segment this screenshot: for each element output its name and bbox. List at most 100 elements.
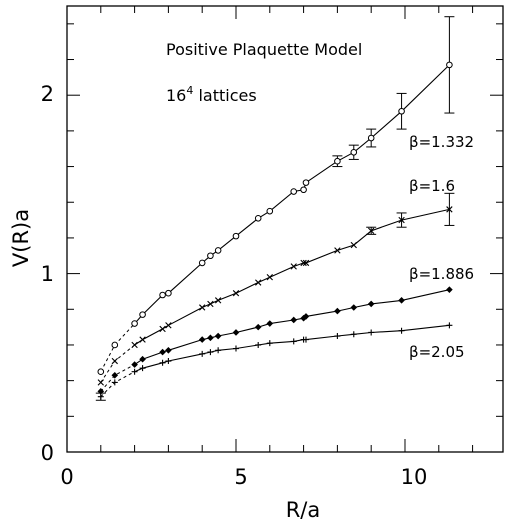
data-point-series-2-0 [97,388,105,395]
fit-solid-series-1 [134,208,450,346]
data-point-series-1-6 [199,304,206,311]
marker-diamond [207,334,214,342]
marker-diamond [266,320,274,327]
data-point-series-0-19 [444,16,455,114]
data-point-series-3-8 [215,347,222,354]
marker-plus [199,350,206,357]
data-point-series-0-10 [254,214,262,222]
annotation-lattice-size: 164 lattices [166,84,257,105]
data-points [95,16,455,401]
marker-cross [398,216,405,224]
data-point-series-3-9 [232,345,239,352]
marker-cross [97,379,104,386]
data-point-series-1-17 [366,226,377,235]
marker-cross [199,304,206,311]
marker-diamond [131,361,138,368]
marker-plus [131,368,138,375]
y-tick-label-0: 0 [41,441,54,465]
marker-cross [446,206,453,213]
marker-cross [350,241,357,249]
data-point-series-3-10 [255,341,262,348]
marker-diamond [334,307,341,315]
data-point-series-1-1 [111,357,118,365]
marker-circle [350,148,358,156]
data-point-series-1-19 [444,192,455,226]
data-point-series-1-0 [97,379,104,386]
data-point-series-3-12 [290,338,297,345]
data-point-series-2-12 [290,316,298,324]
data-point-series-2-17 [367,300,375,308]
data-point-series-3-16 [350,331,357,338]
marker-circle [159,291,166,299]
marker-circle [111,341,119,349]
plot-frame [66,5,504,453]
marker-circle [214,247,222,254]
data-point-series-0-0 [97,368,105,376]
marker-plus [255,341,262,348]
marker-plus [207,349,214,356]
marker-cross [334,247,341,254]
data-point-series-1-3 [139,336,146,343]
marker-circle [232,232,240,240]
marker-cross [302,259,310,267]
marker-circle [367,134,375,142]
data-point-series-0-11 [266,207,274,215]
marker-diamond [214,332,222,340]
marker-cross [290,263,297,270]
data-point-series-0-15 [332,155,343,168]
marker-circle [300,186,307,194]
marker-plus [139,365,146,372]
marker-circle [334,157,341,165]
marker-circle [139,311,146,318]
data-point-series-0-8 [214,247,222,254]
marker-circle [302,179,310,186]
marker-plus [159,359,166,366]
data-point-series-2-9 [232,329,240,336]
data-point-series-0-6 [198,259,206,267]
marker-circle [198,259,206,267]
marker-cross [139,336,146,343]
annotation-lattice-exponent: 4 [186,84,193,97]
data-point-series-2-14 [302,313,310,320]
data-point-series-3-4 [159,359,166,366]
plot-border [66,5,504,453]
data-point-series-2-8 [214,332,222,340]
data-point-series-2-6 [198,336,206,343]
marker-plus [446,322,453,329]
marker-diamond [232,329,240,336]
data-point-series-1-7 [207,300,214,308]
data-point-series-0-1 [111,341,119,349]
marker-cross [266,273,273,281]
data-point-series-1-4 [159,325,166,333]
data-point-series-0-3 [139,311,146,318]
marker-diamond [350,304,358,311]
data-point-series-1-15 [334,247,341,254]
marker-plus [97,393,104,400]
data-point-series-3-18 [398,327,405,334]
marker-diamond [367,300,375,308]
axis-ticks [66,6,503,453]
marker-plus [290,338,297,345]
series-label-beta-205: β=2.05 [409,343,465,361]
fit-curves [100,64,450,398]
y-tick-label-2: 2 [41,82,54,106]
data-point-series-1-10 [255,279,262,286]
data-point-series-1-18 [396,212,407,228]
marker-diamond [300,314,307,322]
marker-plus [334,333,341,340]
annotation-model-name: Positive Plaquette Model [166,40,362,59]
marker-circle [254,214,262,222]
marker-diamond [302,313,310,320]
marker-diamond [159,348,166,356]
data-point-series-3-6 [199,350,206,357]
data-point-series-3-5 [165,358,172,365]
data-point-series-3-15 [334,333,341,340]
data-point-series-3-2 [131,368,138,375]
marker-diamond [398,297,405,304]
marker-plus [165,358,172,365]
marker-cross [255,279,262,286]
data-point-series-2-13 [300,314,307,322]
data-point-series-1-12 [290,263,297,270]
data-point-series-1-2 [131,341,138,349]
